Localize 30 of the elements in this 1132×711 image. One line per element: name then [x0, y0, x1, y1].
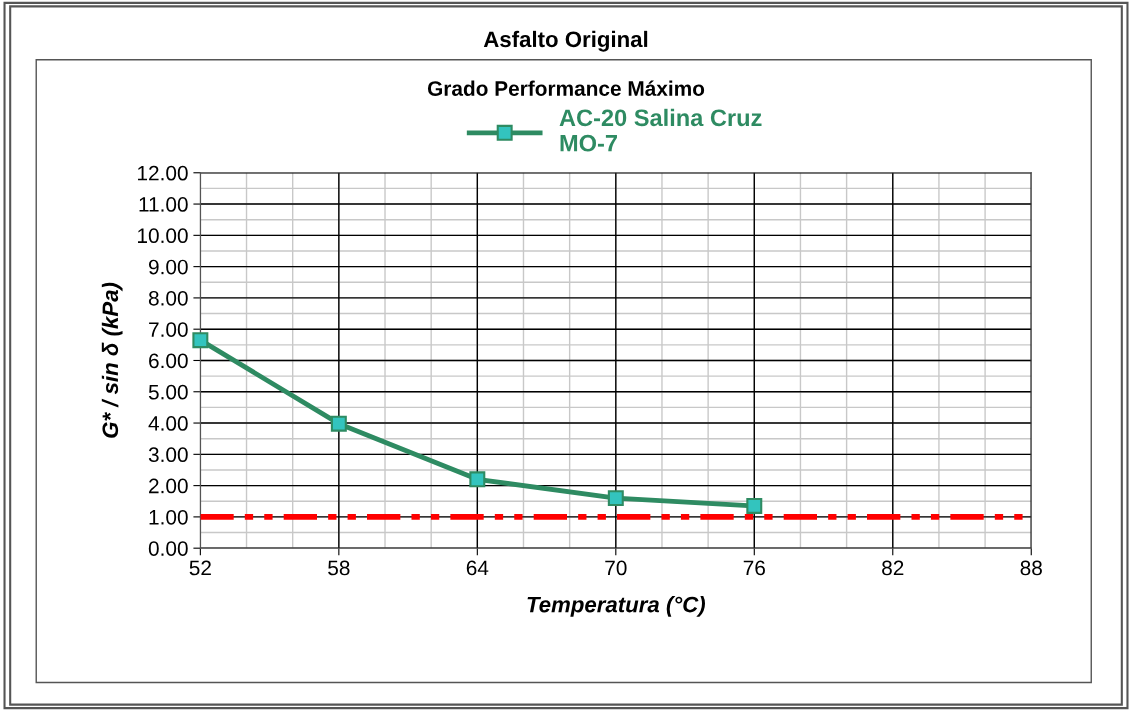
point	[469, 471, 486, 488]
y-tick-label: 9.00	[148, 259, 188, 275]
x-tick-label: 64	[466, 560, 489, 576]
point	[192, 332, 209, 349]
point	[607, 490, 624, 507]
y-tick-label: 3.00	[148, 447, 188, 463]
y-tick-label: 6.00	[149, 353, 188, 369]
y-tick-label: 2.00	[149, 478, 188, 494]
x-tick-label: 52	[189, 560, 211, 576]
x-tick-label: 58	[328, 560, 350, 576]
y-tick-label: 1.00	[149, 509, 188, 525]
y-tick-label: 5.00	[148, 384, 188, 400]
y-tick-label: 11.00	[139, 197, 188, 212]
legend-label: AC-20 Salina Cruz MO-7	[559, 108, 762, 152]
point	[330, 415, 347, 432]
x-tick-label: 82	[882, 560, 904, 576]
x-axis-title: Temperatura (°C)	[527, 596, 706, 617]
y-tick-label: 8.00	[148, 290, 188, 306]
x-tick-label: 70	[605, 560, 627, 576]
y-tick-label: 12.00	[138, 165, 188, 181]
y-axis-title: G* / sin δ (kPa)	[101, 282, 123, 438]
y-tick-label: 4.00	[148, 416, 188, 431]
y-tick-label: 7.00	[149, 322, 188, 337]
point	[746, 497, 763, 514]
x-tick-label: 76	[743, 560, 765, 576]
x-tick-label: 88	[1020, 560, 1042, 576]
y-tick-label: 0.00	[148, 541, 188, 556]
chart-subtitle: Grado Performance Máximo	[427, 80, 705, 96]
chart-title: Asfalto Original	[483, 30, 648, 52]
y-tick-label: 10.00	[138, 228, 188, 244]
